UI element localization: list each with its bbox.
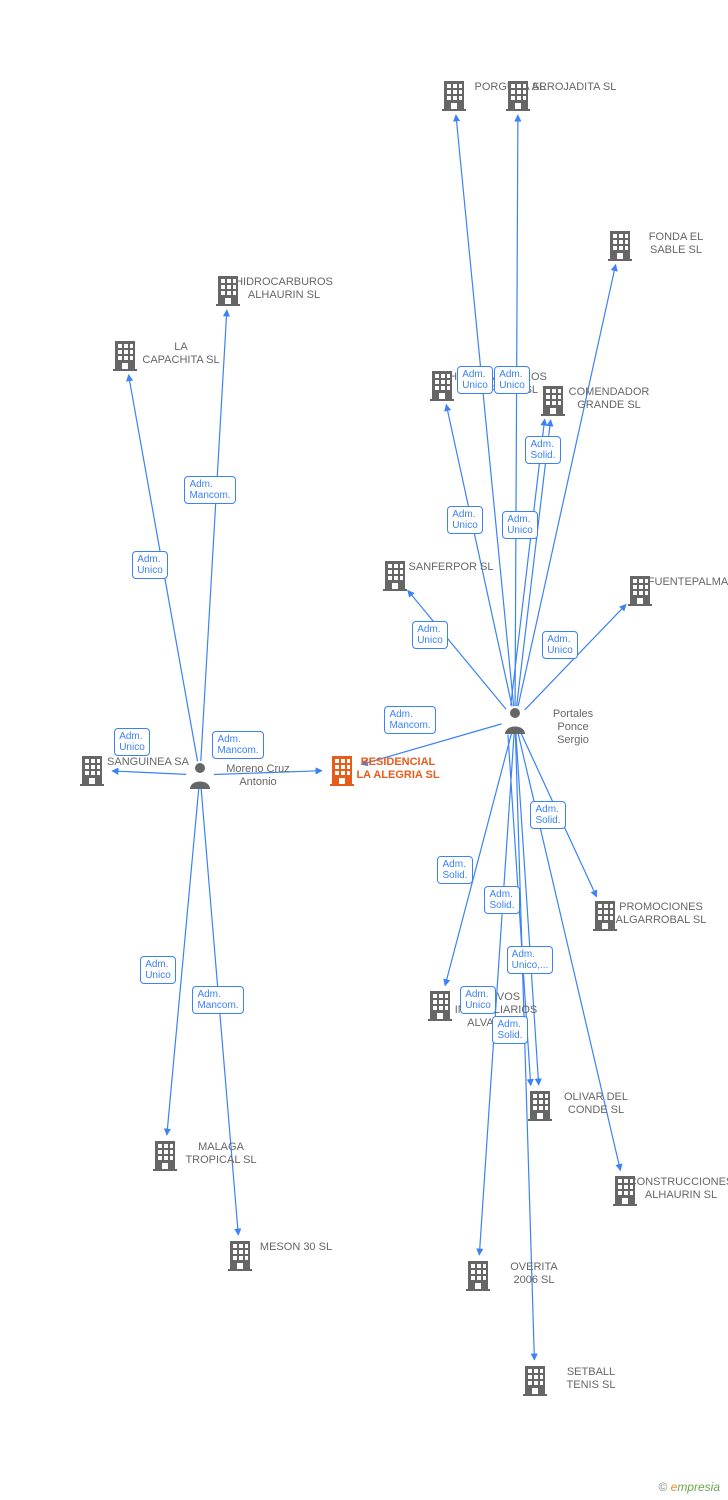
edges-layer (0, 0, 728, 1500)
edge-label: Adm.Mancom. (192, 986, 243, 1014)
edge (456, 115, 514, 706)
building-node-hidroc_alh[interactable]: HIDROCARBUROSALHAURIN SL (214, 274, 354, 302)
edge-label: Adm.Solid. (492, 1016, 527, 1044)
building-node-residencial[interactable]: RESIDENCIALLA ALEGRIA SL (328, 754, 468, 782)
edge-label: Adm.Solid. (484, 886, 519, 914)
edge-label: Adm.Unico,... (507, 946, 554, 974)
edge-label: Adm.Unico (412, 621, 448, 649)
edge-label: Adm.Unico (494, 366, 530, 394)
person-node-moreno[interactable]: Moreno CruzAntonio (188, 761, 328, 789)
edge-label: Adm.Mancom. (184, 476, 235, 504)
edge-label: Adm.Unico (447, 506, 483, 534)
building-node-constr_alh[interactable]: CONSTRUCCIONESALHAURIN SL (611, 1174, 728, 1202)
footer-credit: © empresia (658, 1480, 720, 1494)
edge-label: Adm.Unico (542, 631, 578, 659)
edge-label: Adm.Unico (114, 728, 150, 756)
copyright-symbol: © (658, 1480, 667, 1494)
building-node-capachita[interactable]: LACAPACHITA SL (111, 339, 251, 367)
building-node-comendador[interactable]: COMENDADORGRANDE SL (539, 384, 679, 412)
building-node-arrojadita[interactable]: ARROJADITA SL (504, 79, 644, 94)
building-node-meson[interactable]: MESON 30 SL (226, 1239, 366, 1254)
building-node-malaga[interactable]: MALAGATROPICAL SL (151, 1139, 291, 1167)
edge-label: Adm.Solid. (525, 436, 560, 464)
building-node-fuentepalma[interactable]: FUENTEPALMA SL (626, 574, 728, 589)
edge-label: Adm.Mancom. (384, 706, 435, 734)
edge-label: Adm.Solid. (437, 856, 472, 884)
building-node-prom_algar[interactable]: PROMOCIONESALGARROBAL SL (591, 899, 728, 927)
edge-label: Adm.Unico (140, 956, 176, 984)
edge (515, 115, 518, 706)
edge-label: Adm.Mancom. (212, 731, 263, 759)
edge-label: Adm.Solid. (530, 801, 565, 829)
edge (408, 590, 506, 709)
edge-label: Adm.Unico (502, 511, 538, 539)
person-node-portales[interactable]: PortalesPonceSergio (503, 706, 643, 748)
edge (201, 310, 227, 761)
edge (112, 771, 186, 774)
brand-rest: mpresia (677, 1480, 720, 1494)
edge (446, 405, 512, 707)
edge-label: Adm.Unico (132, 551, 168, 579)
edge-label: Adm.Unico (457, 366, 493, 394)
building-node-setball[interactable]: SETBALLTENIS SL (521, 1364, 661, 1392)
building-node-olivar[interactable]: OLIVAR DELCONDE SL (526, 1089, 666, 1117)
building-node-fonda[interactable]: FONDA ELSABLE SL (606, 229, 728, 257)
edge-label: Adm.Unico (460, 986, 496, 1014)
building-node-sanferpor[interactable]: SANFERPOR SL (381, 559, 521, 574)
building-node-overita[interactable]: OVERITA2006 SL (464, 1259, 604, 1287)
